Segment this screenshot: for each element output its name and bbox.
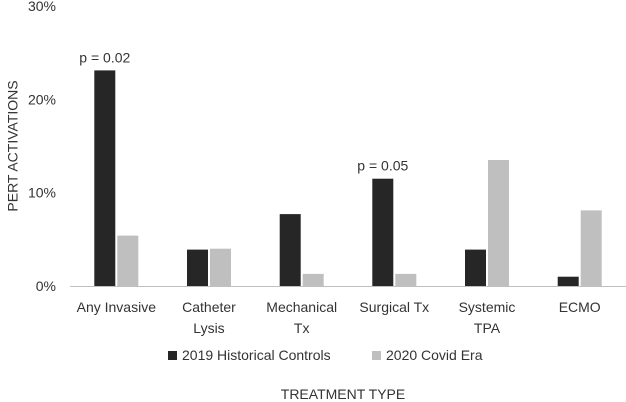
x-category-label: Any Invasive [77,299,157,315]
plot-area [94,70,602,287]
legend-label: 2019 Historical Controls [182,347,331,363]
bar [557,276,579,286]
bar [210,248,231,286]
y-tick-label: 30% [28,0,56,14]
legend: 2019 Historical Controls 2020 Covid Era [168,347,483,363]
bar [94,70,116,287]
y-tick-label: 10% [28,185,56,201]
x-category-label: Systemic TPA [459,299,516,336]
legend-label: 2020 Covid Era [386,347,483,363]
bar [395,273,417,286]
legend-swatch [372,351,381,360]
x-category-label: Mechanical Tx [266,299,337,336]
p-value-annotation: p = 0.02 [79,49,130,65]
x-category-label: ECMO [559,299,601,315]
bar [187,249,208,286]
x-axis-title: TREATMENT TYPE [281,386,405,402]
x-category-label: Surgical Tx [359,299,429,315]
bar [580,210,602,286]
y-tick-label: 20% [28,91,56,107]
p-value-annotation: p = 0.05 [357,158,408,174]
bar [117,235,139,286]
bar [372,178,394,286]
x-category-label: Catheter Lysis [182,299,236,336]
bar [488,160,509,286]
y-axis-title: PERT ACTIVATIONS [5,80,21,211]
y-tick-label: 0% [36,278,56,294]
bar [465,249,486,286]
legend-swatch [168,351,177,360]
y-axis-ticks: 0% 10% 20% 30% [28,0,56,294]
bar [302,273,324,286]
bar [279,214,301,286]
x-axis-categories: Any Invasive Catheter Lysis Mechanical Tx Sur… [77,299,601,336]
annotations: p = 0.02 p = 0.05 [79,49,408,173]
